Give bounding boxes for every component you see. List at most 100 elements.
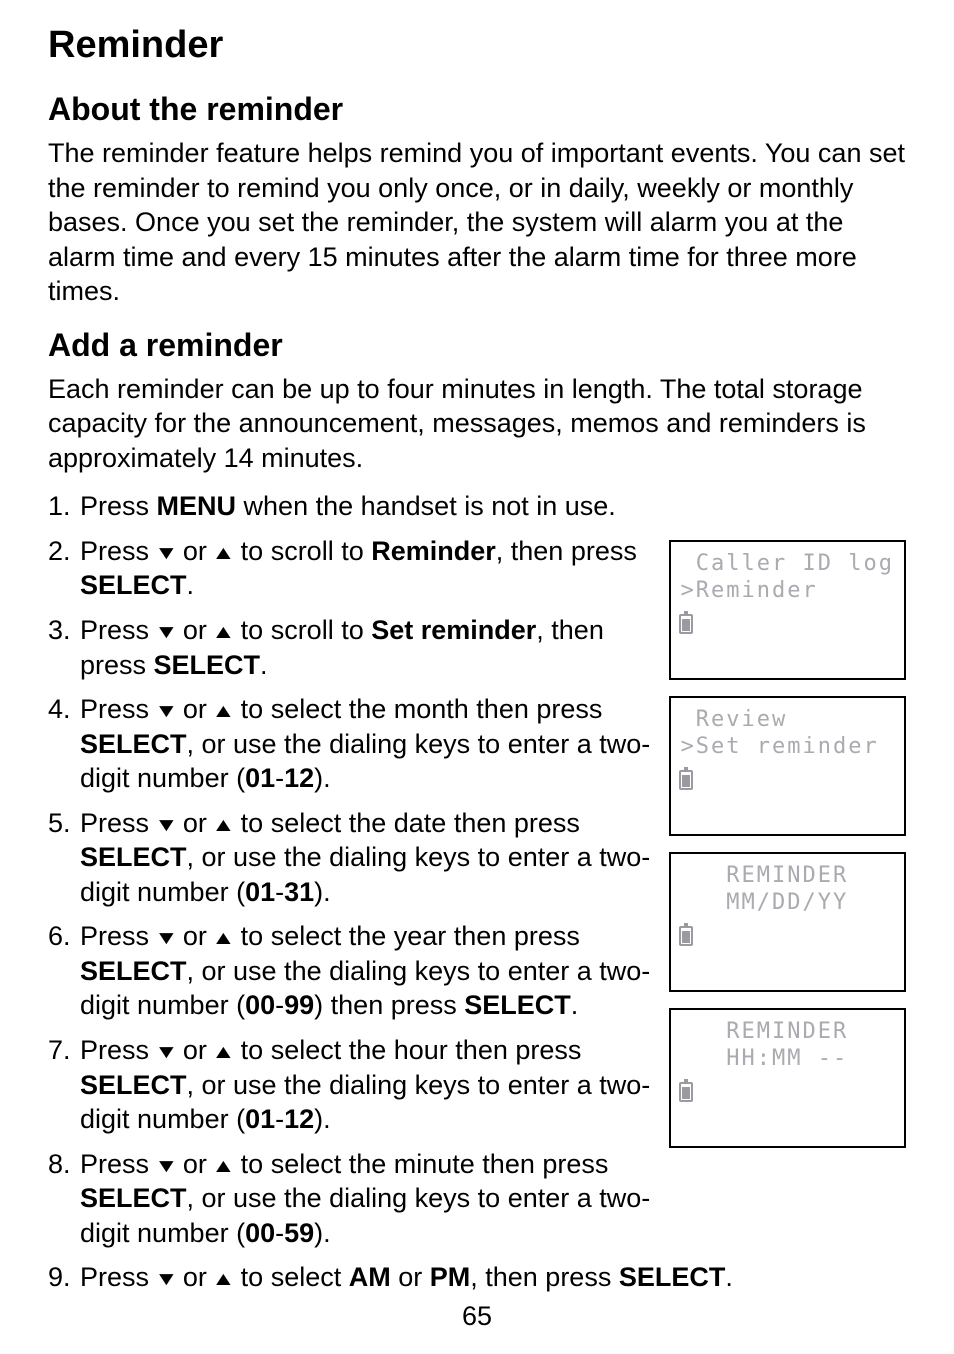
step-bold: 01 (245, 763, 275, 793)
step-1: 1. Press MENU when the handset is not in… (48, 489, 906, 524)
lcd-screen-set-reminder: Review >Set reminder (669, 696, 906, 836)
step-text: ). (314, 877, 331, 907)
step-text: - (275, 1104, 284, 1134)
step-2: 2. Press ▼ or ▲ to scroll to Reminder, t… (48, 534, 655, 603)
step-text: to select the hour then press (233, 1035, 581, 1065)
triangle-down-icon: ▼ (154, 700, 178, 724)
triangle-down-icon: ▼ (154, 927, 178, 951)
step-text: or (391, 1262, 430, 1292)
triangle-up-icon: ▲ (212, 700, 236, 724)
step-text: to select the date then press (233, 808, 580, 838)
step-text: ). (314, 1218, 331, 1248)
lcd-line: >Set reminder (681, 733, 894, 761)
step-text: to select (233, 1262, 349, 1292)
step-text: Press (80, 1035, 157, 1065)
step-text: Press (80, 1262, 157, 1292)
step-text: or (175, 921, 214, 951)
step-bold: 01 (245, 877, 275, 907)
triangle-up-icon: ▲ (212, 1268, 236, 1292)
step-text: ). (314, 763, 331, 793)
step-text: - (275, 877, 284, 907)
step-bold: 12 (284, 763, 314, 793)
step-text: . (187, 570, 195, 600)
step-bold: SELECT (80, 1070, 187, 1100)
step-8: 8. Press ▼ or ▲ to select the minute the… (48, 1147, 655, 1251)
triangle-down-icon: ▼ (154, 542, 178, 566)
step-text: or (175, 694, 214, 724)
lcd-line: Caller ID log (681, 550, 894, 578)
step-text: to select the month then press (233, 694, 602, 724)
step-9: 9. Press ▼ or ▲ to select AM or PM, then… (48, 1260, 906, 1295)
triangle-down-icon: ▼ (154, 1155, 178, 1179)
step-text: to select the year then press (233, 921, 580, 951)
step-text: . (571, 990, 579, 1020)
step-text: or (175, 536, 214, 566)
step-bold: SELECT (464, 990, 571, 1020)
step-bold: 00 (245, 1218, 275, 1248)
steps-list-tail: 9. Press ▼ or ▲ to select AM or PM, then… (48, 1260, 906, 1295)
step-text: - (275, 763, 284, 793)
lcd-line: REMINDER (681, 1018, 894, 1046)
add-heading: Add a reminder (48, 327, 906, 364)
triangle-down-icon: ▼ (154, 1041, 178, 1065)
step-bold: 00 (245, 990, 275, 1020)
step-text: or (175, 1035, 214, 1065)
step-text: Press (80, 1149, 157, 1179)
step-bold: 99 (284, 990, 314, 1020)
step-text: - (275, 990, 284, 1020)
battery-icon (679, 770, 693, 790)
step-bold: SELECT (80, 729, 187, 759)
lcd-screen-time: REMINDER HH:MM -- (669, 1008, 906, 1148)
triangle-down-icon: ▼ (154, 1268, 178, 1292)
step-bold: SELECT (80, 842, 187, 872)
step-bold: 31 (284, 877, 314, 907)
lcd-screen-date: REMINDER MM/DD/YY (669, 852, 906, 992)
step-5: 5. Press ▼ or ▲ to select the date then … (48, 806, 655, 910)
step-text: or (175, 1262, 214, 1292)
step-bold: Reminder (371, 536, 496, 566)
step-text: Press (80, 536, 157, 566)
step-text: to scroll to (233, 536, 371, 566)
add-paragraph: Each reminder can be up to four minutes … (48, 372, 906, 476)
step-bold: PM (430, 1262, 471, 1292)
step-text: Press (80, 615, 157, 645)
step-text: ). (314, 1104, 331, 1134)
step-bold: Set reminder (371, 615, 536, 645)
lcd-line: >Reminder (681, 577, 894, 605)
step-text: when the handset is not in use. (236, 491, 616, 521)
step-3: 3. Press ▼ or ▲ to scroll to Set reminde… (48, 613, 655, 682)
triangle-down-icon: ▼ (154, 621, 178, 645)
triangle-up-icon: ▲ (212, 621, 236, 645)
step-text: or (175, 615, 214, 645)
battery-icon (679, 1082, 693, 1102)
steps-list-cont: 2. Press ▼ or ▲ to scroll to Reminder, t… (48, 534, 655, 1250)
triangle-up-icon: ▲ (212, 542, 236, 566)
step-text: , then press (496, 536, 637, 566)
step-text: or (175, 808, 214, 838)
triangle-down-icon: ▼ (154, 814, 178, 838)
step-bold: AM (349, 1262, 391, 1292)
lcd-line: REMINDER (681, 862, 894, 890)
step-text: to select the minute then press (233, 1149, 608, 1179)
battery-icon (679, 614, 693, 634)
step-bold: 12 (284, 1104, 314, 1134)
lcd-line: HH:MM -- (681, 1045, 894, 1073)
step-text: , then press (470, 1262, 619, 1292)
step-bold: SELECT (80, 570, 187, 600)
step-4: 4. Press ▼ or ▲ to select the month then… (48, 692, 655, 796)
step-6: 6. Press ▼ or ▲ to select the year then … (48, 919, 655, 1023)
lcd-screen-caller-id: Caller ID log >Reminder (669, 540, 906, 680)
about-paragraph: The reminder feature helps remind you of… (48, 136, 906, 309)
about-heading: About the reminder (48, 91, 906, 128)
page-number: 65 (0, 1301, 954, 1332)
step-bold: SELECT (154, 650, 261, 680)
step-text: Press (80, 808, 157, 838)
triangle-up-icon: ▲ (212, 1155, 236, 1179)
steps-list: 1. Press MENU when the handset is not in… (48, 489, 906, 524)
step-bold: 59 (284, 1218, 314, 1248)
step-7: 7. Press ▼ or ▲ to select the hour then … (48, 1033, 655, 1137)
step-text: . (260, 650, 268, 680)
step-bold: SELECT (619, 1262, 726, 1292)
step-bold: SELECT (80, 956, 187, 986)
step-text: Press (80, 491, 157, 521)
